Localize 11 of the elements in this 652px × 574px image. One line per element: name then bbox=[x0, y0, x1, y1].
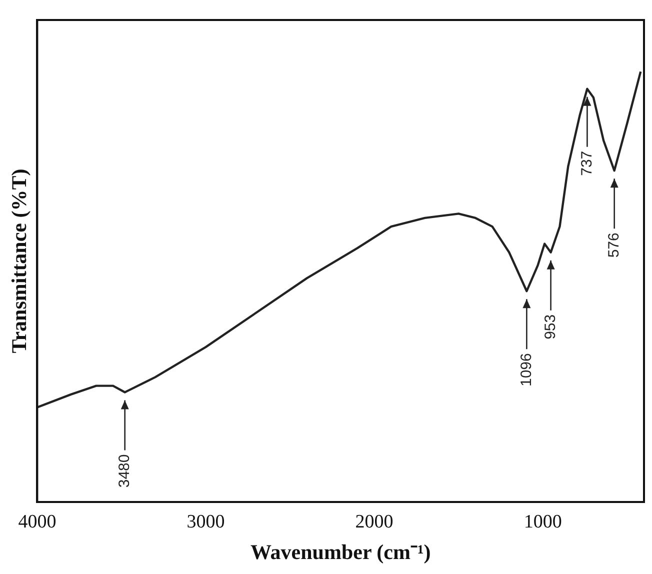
x-tick-label: 2000 bbox=[355, 511, 394, 532]
x-tick-label: 4000 bbox=[18, 511, 56, 532]
annotation: 576 bbox=[605, 232, 622, 258]
x-axis-title: Wavenumber (cm⁻¹) bbox=[250, 540, 431, 564]
annotation: 3480 bbox=[116, 454, 133, 488]
x-tick-label: 1000 bbox=[524, 511, 562, 532]
annotation: 1096 bbox=[518, 353, 535, 386]
annotation: 953 bbox=[542, 314, 559, 340]
annotation: 737 bbox=[578, 150, 596, 176]
x-tick-label: 3000 bbox=[186, 511, 225, 532]
y-axis-title: Transmittance (%T) bbox=[7, 168, 32, 354]
